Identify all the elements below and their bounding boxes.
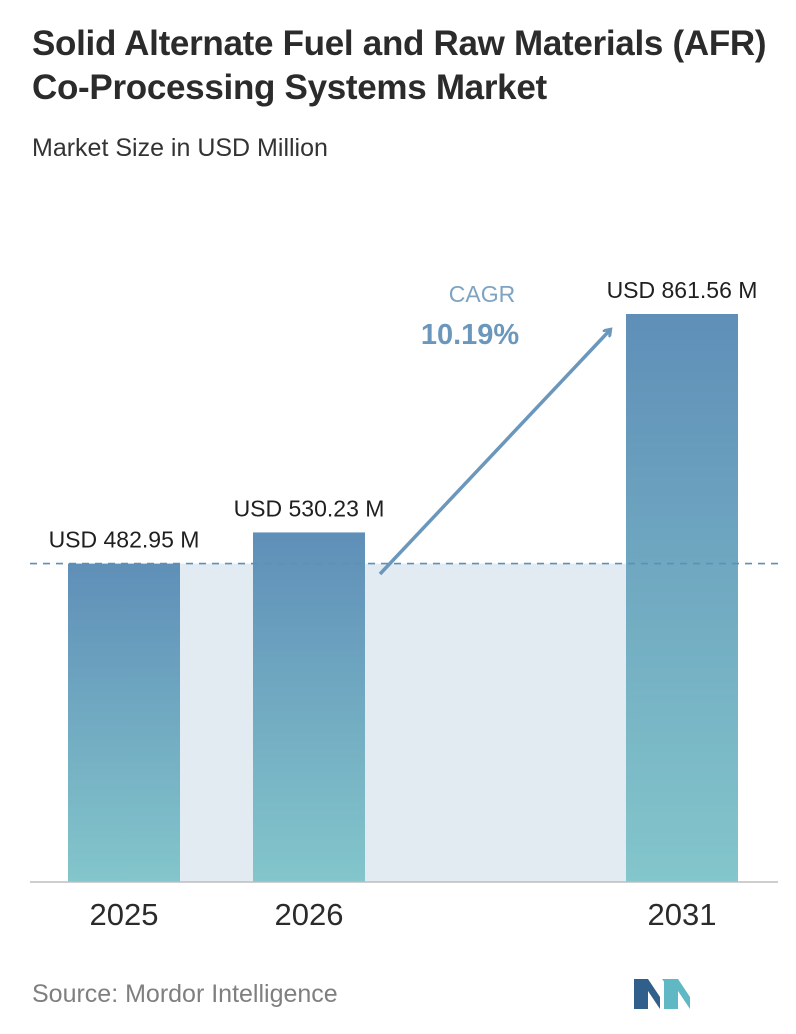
data-label-2031: USD 861.56 M: [607, 277, 758, 303]
chart-title: Solid Alternate Fuel and Raw Materials (…: [32, 24, 767, 107]
label-layer: USD 482.95 M USD 530.23 M USD 861.56 M 2025…: [49, 277, 758, 932]
x-tick-label-2031: 2031: [648, 897, 717, 932]
data-label-2025: USD 482.95 M: [49, 527, 200, 553]
data-label-2026: USD 530.23 M: [234, 495, 385, 521]
overlay-layer: [30, 330, 778, 883]
cagr-value: 10.19%: [421, 319, 520, 351]
x-tick-label-2025: 2025: [90, 897, 159, 932]
x-tick-label-2026: 2026: [275, 897, 344, 932]
bar-chart: USD 482.95 M USD 530.23 M USD 861.56 M 2025…: [30, 277, 778, 932]
cagr-arrow: [378, 330, 610, 576]
cagr-label: CAGR: [449, 281, 515, 307]
bar-layer: [68, 314, 738, 882]
bar-2026: [253, 532, 365, 882]
mordor-intelligence-logo-icon: [634, 979, 690, 1009]
bar-2025: [68, 563, 180, 882]
bar-2031: [626, 314, 738, 882]
source-caption: Source: Mordor Intelligence: [32, 980, 338, 1008]
chart-subtitle: Market Size in USD Million: [32, 134, 328, 162]
